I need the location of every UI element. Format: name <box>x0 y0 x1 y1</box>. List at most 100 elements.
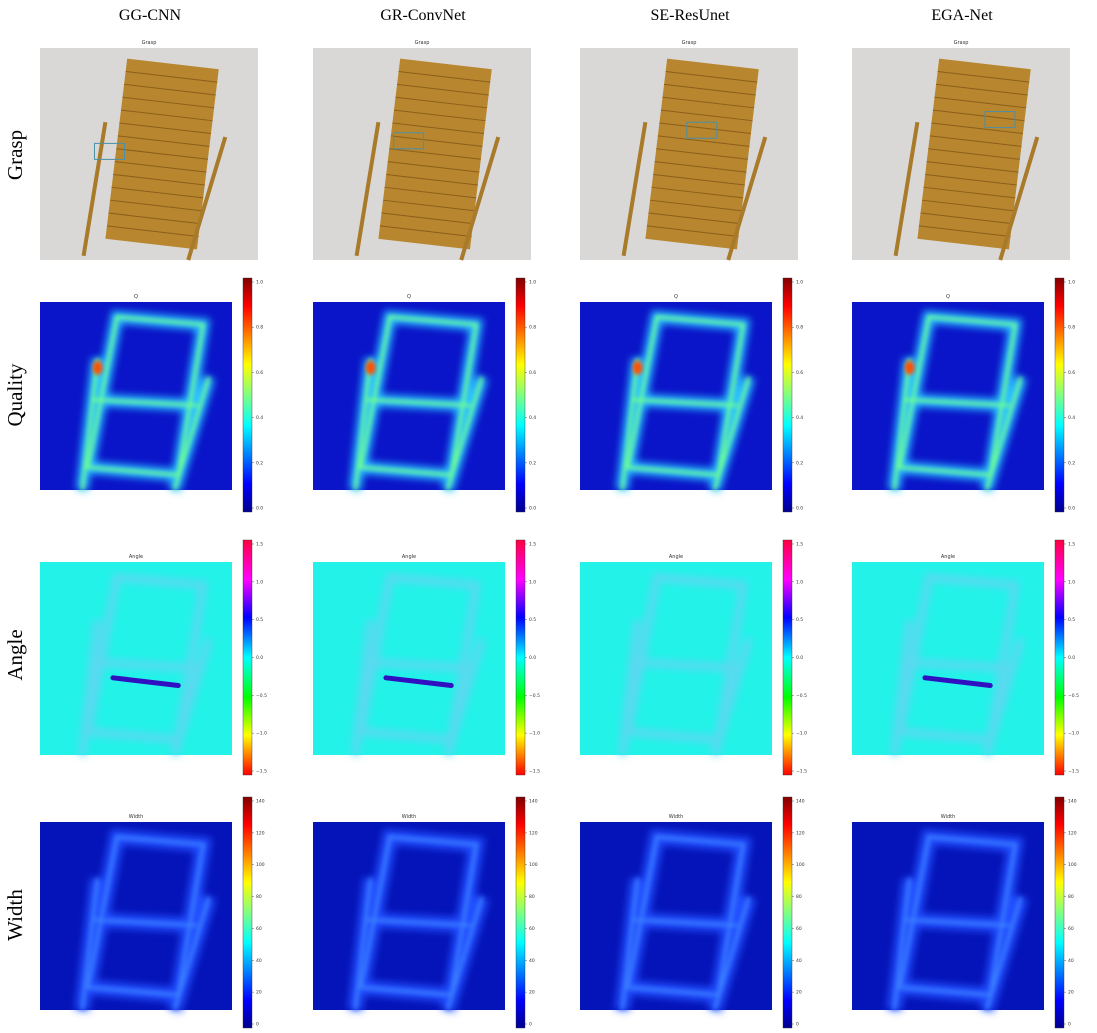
chair-shape <box>890 573 1025 757</box>
colorbar <box>515 796 526 1029</box>
colorbar <box>242 277 253 513</box>
chair-slat <box>125 70 218 83</box>
colorbar-tick-label: 0.2 <box>529 460 536 466</box>
grasp-box <box>686 121 718 139</box>
colorbar-tick-label: 1.5 <box>529 542 536 548</box>
colorbar-tick-label: 0.8 <box>529 325 536 331</box>
chair-shape <box>620 315 751 491</box>
chair-slat <box>662 96 755 109</box>
colorbar-tick-label: 1.0 <box>529 280 536 286</box>
chair-shape <box>80 315 211 491</box>
panel-title: Angle <box>941 554 955 560</box>
colorbar-tick-label: 1.0 <box>256 579 263 585</box>
colorbar <box>1054 796 1065 1029</box>
colorbar-tick-label: 80 <box>1068 894 1074 900</box>
colorbar-tick-label: 20 <box>256 990 262 996</box>
colorbar-tick-label: 0.6 <box>796 370 803 376</box>
colorbar-tick-label: 100 <box>256 862 265 868</box>
colorbar-tick-label: 0 <box>256 1022 259 1028</box>
grasp-box <box>984 111 1016 129</box>
arms <box>618 619 753 757</box>
chair-shape <box>892 835 1023 1011</box>
arms <box>78 619 213 757</box>
chair-shape <box>80 835 211 1011</box>
colorbar <box>242 539 253 776</box>
colorbar <box>515 277 526 513</box>
chair-slat <box>106 225 199 238</box>
colorbar-tick-label: −1.0 <box>1068 731 1079 737</box>
panel: Width 140 120 100 80 60 40 20 0 <box>580 796 805 1029</box>
chair-slat <box>932 109 1025 122</box>
arms <box>353 358 484 491</box>
colorbar-tick-label: −1.0 <box>529 731 540 737</box>
column-header: GG-CNN <box>119 7 182 24</box>
chair-slat <box>113 173 205 186</box>
chair-arms <box>81 121 228 261</box>
angle-bar <box>922 675 993 689</box>
chair-shape <box>353 835 484 1011</box>
panel: Q 1.0 0.8 0.6 0.4 0.2 0.0 <box>40 277 263 513</box>
colorbar-tick-label: 1.0 <box>796 280 803 286</box>
colorbar-tick-label: 0.5 <box>256 617 263 623</box>
panel-title: Angle <box>669 554 683 560</box>
panel: Angle 1.5 1.0 0.5 0.0 −0.5 −1.0 −1.5 <box>852 539 1079 776</box>
chair-slat <box>664 83 756 96</box>
colorbar-tick-label: 0.0 <box>529 506 536 512</box>
colorbar-tick-label: 1.5 <box>256 542 263 548</box>
chair-arms <box>621 121 768 261</box>
chair-slat <box>393 109 486 122</box>
chair-slat <box>918 225 1011 238</box>
row-label: Angle <box>3 629 27 680</box>
colorbar-tick-label: 40 <box>796 958 802 964</box>
panel: Angle 1.5 1.0 0.5 0.0 −0.5 −1.0 −1.5 <box>313 539 540 776</box>
hotspot <box>632 360 643 375</box>
chair-slat <box>931 122 1024 135</box>
hotspot <box>365 360 376 375</box>
row-label: Grasp <box>3 130 27 180</box>
angle-bar <box>110 675 181 689</box>
chair-slat <box>384 186 477 199</box>
chair-slat <box>110 199 202 212</box>
colorbar-tick-label: −1.5 <box>1068 769 1079 775</box>
colorbar-tick-label: 0.5 <box>1068 617 1075 623</box>
chair-shape <box>353 315 484 491</box>
panel: Q 1.0 0.8 0.6 0.4 0.2 0.0 <box>852 277 1075 513</box>
arms <box>80 878 211 1011</box>
chair-slat <box>390 135 483 147</box>
panel: Grasp <box>580 40 798 261</box>
chair-slat <box>936 83 1028 96</box>
chair-slat <box>660 109 753 122</box>
chair-slat <box>925 173 1017 186</box>
colorbar-tick-label: 120 <box>256 830 265 836</box>
colorbar-tick-label: 0.8 <box>796 325 803 331</box>
colorbar-tick-label: 80 <box>256 894 262 900</box>
colorbar-tick-label: 0.6 <box>1068 370 1075 376</box>
arms <box>892 358 1023 491</box>
colorbar-tick-label: 60 <box>529 926 535 932</box>
colorbar-tick-label: 0.0 <box>256 506 263 512</box>
arms <box>620 358 751 491</box>
colorbar-tick-label: 120 <box>1068 830 1077 836</box>
colorbar-tick-label: 0.2 <box>796 460 803 466</box>
column-header: SE-ResUnet <box>650 7 730 24</box>
colorbar-tick-label: 40 <box>256 958 262 964</box>
chair-slat <box>386 173 478 186</box>
colorbar-tick-label: 0.2 <box>1068 460 1075 466</box>
panel-title: Width <box>129 814 144 820</box>
colorbar-tick-label: 0.0 <box>1068 655 1075 661</box>
chair-slat <box>124 83 216 96</box>
colorbar-tick-label: 20 <box>1068 990 1074 996</box>
colorbar <box>1054 539 1065 776</box>
panel-title: Width <box>941 814 956 820</box>
colorbar-tick-label: 0.5 <box>796 617 803 623</box>
colorbar-tick-label: 40 <box>529 958 535 964</box>
chair-slat <box>937 70 1030 83</box>
chair-slat <box>398 70 491 83</box>
chair-shape <box>351 573 486 757</box>
chair-slat <box>122 96 215 109</box>
colorbar-tick-label: 0.0 <box>796 506 803 512</box>
colorbar-tick-label: 0.0 <box>256 655 263 661</box>
arms <box>890 619 1025 757</box>
panel: Angle 1.5 1.0 0.5 0.0 −0.5 −1.0 −1.5 <box>40 539 267 776</box>
